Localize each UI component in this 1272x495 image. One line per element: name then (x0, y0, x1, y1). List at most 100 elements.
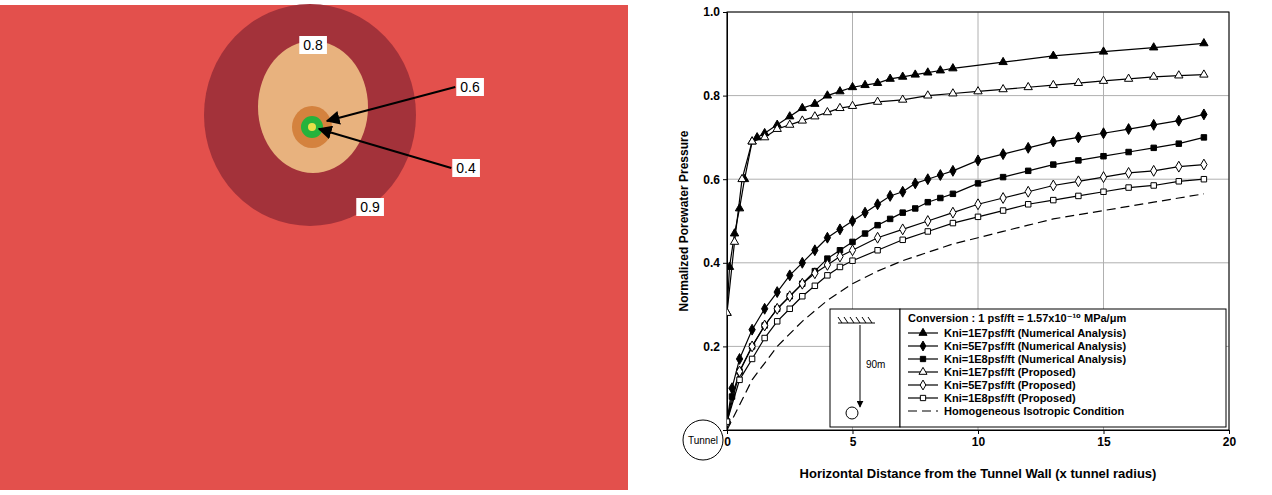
series-marker (850, 258, 855, 263)
series-marker (950, 165, 956, 176)
series-marker (873, 78, 881, 85)
tick-mark (1104, 430, 1105, 434)
series-marker (975, 181, 980, 186)
contour-label: 0.4 (456, 160, 476, 176)
series-marker (1075, 132, 1081, 143)
series-marker (1024, 82, 1032, 89)
legend-entry: Kni=5E7psf/ft (Proposed) (908, 379, 1076, 391)
legend-label: Kni=5E7psf/ft (Numerical Analysis) (944, 340, 1126, 352)
series-marker (1126, 149, 1131, 154)
series-marker (1025, 168, 1030, 173)
tick: 0.8 (703, 89, 727, 103)
legend-swatch-marker (920, 356, 925, 361)
series-marker (1101, 153, 1106, 158)
legend-swatch-marker (919, 367, 927, 374)
series-marker (798, 116, 806, 123)
series-marker (1151, 119, 1157, 130)
tick-mark (723, 346, 727, 347)
contour-label-group: 0.9 (356, 198, 384, 216)
axis-line (728, 431, 1230, 435)
series-marker (873, 97, 881, 104)
legend-label: Homogeneous Isotropic Condition (944, 405, 1125, 417)
series-marker (1000, 149, 1006, 160)
series-marker (924, 91, 932, 98)
series-marker (836, 103, 844, 110)
series-marker (950, 191, 955, 196)
tick: 5 (850, 430, 857, 449)
series-marker (1075, 176, 1081, 187)
series-marker (799, 257, 805, 268)
series-marker (748, 137, 756, 144)
inset-depth-line (860, 325, 861, 407)
inset-hatch (838, 317, 842, 323)
series-marker (1175, 71, 1183, 78)
tick-mark (723, 12, 727, 13)
series-marker (762, 303, 768, 314)
series-marker (762, 320, 768, 331)
series-marker (786, 112, 794, 119)
inset-hatch (850, 317, 854, 323)
series-marker (861, 80, 869, 87)
contour-label: 0.9 (360, 199, 380, 215)
inset-box (830, 309, 900, 427)
tick: 10 (972, 430, 986, 449)
series-marker (911, 70, 919, 77)
series-marker (950, 207, 956, 218)
series-marker (812, 268, 818, 279)
contour-label-box (299, 36, 327, 54)
series-marker (999, 57, 1007, 64)
series-marker (862, 231, 867, 236)
contour-region (204, 4, 416, 226)
legend-entry: Homogeneous Isotropic Condition (908, 405, 1125, 417)
series-marker (887, 190, 893, 201)
series-marker (1000, 193, 1006, 204)
series-marker (812, 283, 817, 288)
series-marker (900, 224, 906, 235)
tick-label: 0.8 (703, 89, 720, 103)
series-marker (936, 66, 944, 73)
inset-hatch (868, 317, 872, 323)
legend-label: Kni=1E8psf/ft (Numerical Analysis) (944, 353, 1126, 365)
series-marker (1151, 165, 1157, 176)
inset-hatch (844, 317, 848, 323)
series-marker (1025, 202, 1030, 207)
tick-mark (853, 430, 854, 434)
series-marker (849, 216, 855, 227)
tick: 1.0 (703, 5, 727, 19)
contour-region (292, 106, 332, 148)
series-marker (823, 91, 831, 98)
series-marker (773, 124, 781, 131)
series-marker (1176, 115, 1182, 126)
series-marker (937, 170, 943, 181)
series-marker (913, 206, 918, 211)
legend-swatch-marker (919, 328, 927, 335)
series-marker (1076, 158, 1081, 163)
series-marker (749, 324, 755, 335)
series-marker (837, 224, 843, 235)
series-marker (874, 199, 880, 210)
series-marker (1051, 162, 1056, 167)
contour-region (258, 41, 368, 173)
legend-swatch-marker (920, 395, 925, 400)
tick: 0.2 (703, 340, 727, 354)
tick-mark (723, 179, 727, 180)
series-line (727, 75, 1204, 313)
inset-hatch (856, 317, 860, 323)
inset-ground (838, 323, 875, 324)
series-marker (738, 174, 746, 181)
series-marker (1101, 189, 1106, 194)
contour-label: 0.8 (303, 37, 323, 53)
series-marker (837, 251, 843, 262)
legend-entry: Kni=1E7psf/ft (Numerical Analysis) (908, 327, 1126, 339)
tunnel-symbol: Tunnel (683, 420, 723, 460)
tick-label: 1.0 (703, 5, 720, 19)
series-marker (848, 82, 856, 89)
series-marker (824, 232, 830, 243)
series-marker (886, 74, 894, 81)
tick-mark (723, 263, 727, 264)
series-marker (887, 216, 892, 221)
series-marker (848, 101, 856, 108)
contour-label-group: 0.4 (452, 159, 480, 177)
tunnel-circle (683, 420, 723, 460)
legend-entry: Kni=1E8psf/ft (Numerical Analysis) (908, 353, 1126, 365)
